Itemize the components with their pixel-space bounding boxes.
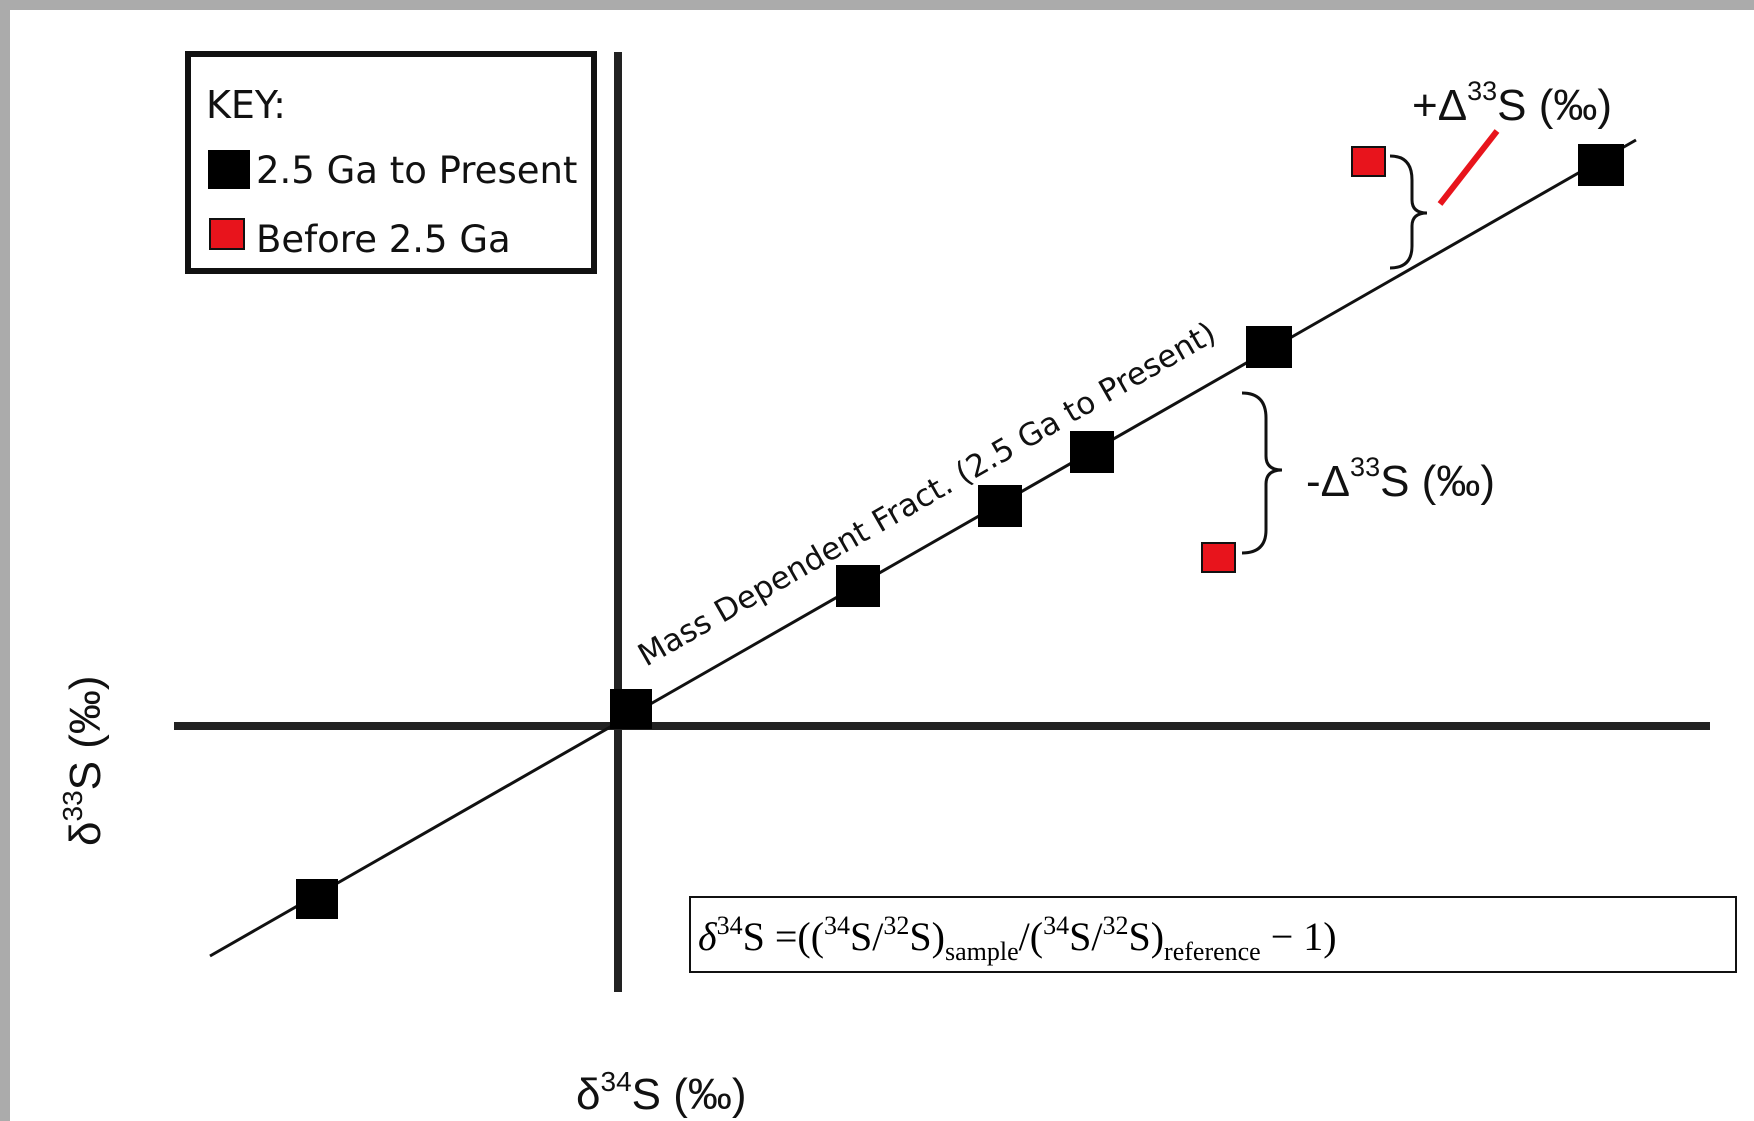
marker-present (1070, 431, 1114, 473)
legend-title: KEY: (206, 83, 286, 127)
y-axis-label: δ33S (‰) (57, 675, 110, 846)
negative-delta-label: -Δ33S (‰) (1306, 452, 1495, 506)
legend: KEY: 2.5 Ga to Present Before 2.5 Ga (185, 51, 597, 274)
marker-present (1578, 144, 1624, 186)
diagram-panel: Mass Dependent Fract. (2.5 Ga to Present… (10, 10, 1754, 1121)
legend-label-present: 2.5 Ga to Present (256, 149, 577, 192)
marker-present (836, 565, 880, 607)
marker-present (296, 879, 338, 919)
positive-brace (1389, 154, 1428, 270)
negative-brace (1241, 391, 1283, 555)
legend-label-before: Before 2.5 Ga (256, 218, 511, 261)
legend-swatch-red (209, 218, 245, 250)
marker-present (1246, 326, 1292, 368)
formula-box: δ34S =((34S/32S)sample/(34S/32S)referenc… (689, 896, 1737, 973)
legend-border (185, 51, 597, 274)
marker-present (610, 689, 652, 729)
positive-leader-line (1437, 129, 1500, 206)
marker-before (1351, 146, 1386, 177)
positive-delta-label: +Δ33S (‰) (1412, 76, 1612, 130)
formula-text: δ34S =((34S/32S)sample/(34S/32S)referenc… (698, 911, 1337, 966)
isotope-diagram: Mass Dependent Fract. (2.5 Ga to Present… (57, 51, 1737, 1119)
legend-swatch-black (208, 150, 250, 189)
formula-border (689, 896, 1737, 973)
x-axis-label: δ34S (‰) (576, 1066, 747, 1119)
mass-dependent-line-label: Mass Dependent Fract. (2.5 Ga to Present… (632, 315, 1222, 674)
marker-present (978, 485, 1022, 527)
mass-dependent-line (209, 138, 1637, 958)
marker-before (1201, 542, 1236, 573)
